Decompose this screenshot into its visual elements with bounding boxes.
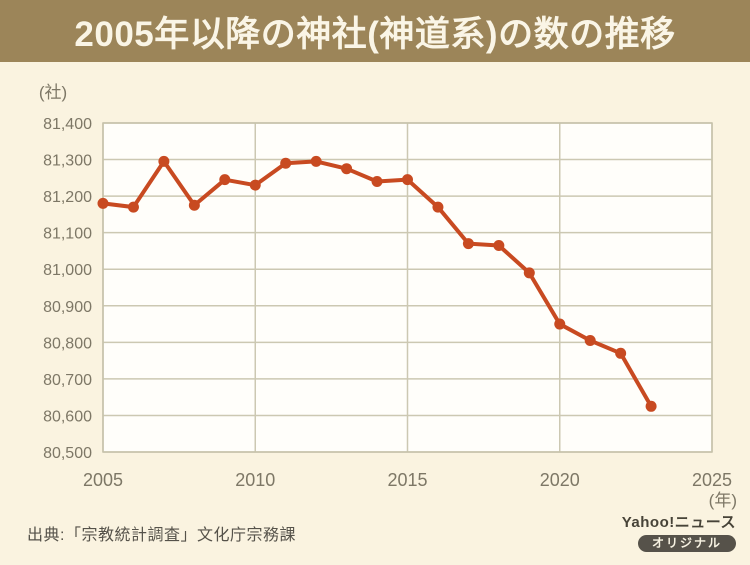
- data-point-2009: [219, 174, 231, 186]
- data-point-2007: [158, 155, 170, 167]
- data-point-2023: [645, 400, 657, 412]
- y-axis-unit-label: (社): [39, 83, 67, 102]
- x-tick-label: 2025: [692, 470, 732, 490]
- data-point-2011: [280, 157, 292, 169]
- data-point-2010: [249, 179, 261, 191]
- yahoo-news-logo: Yahoo!ニュース: [621, 514, 736, 531]
- data-point-2014: [371, 175, 383, 187]
- x-tick-label: 2020: [540, 470, 580, 490]
- x-tick-label: 2015: [387, 470, 427, 490]
- shrine-count-line-chart: 80,500 80,600 80,700 80,800 80,900 81,000 81,1…: [39, 83, 737, 510]
- data-point-2021: [584, 335, 596, 347]
- y-tick-label: 80,600: [43, 408, 92, 425]
- brand-block: Yahoo!ニュース オリジナル: [622, 511, 736, 552]
- data-point-2012: [310, 155, 322, 167]
- data-point-2008: [188, 199, 200, 211]
- y-tick-label: 80,800: [43, 335, 92, 352]
- x-tick-label: 2005: [83, 470, 123, 490]
- y-tick-label: 81,200: [43, 189, 92, 206]
- data-point-2005: [97, 197, 109, 209]
- data-point-2020: [554, 318, 566, 330]
- data-point-2018: [493, 239, 505, 251]
- y-tick-label: 81,300: [43, 153, 92, 170]
- y-tick-label: 81,000: [43, 262, 92, 279]
- data-point-2017: [462, 238, 474, 250]
- data-point-2015: [402, 174, 413, 186]
- y-tick-label: 81,100: [43, 226, 92, 243]
- data-point-2006: [127, 201, 139, 213]
- y-tick-label: 80,700: [43, 372, 92, 389]
- x-axis-unit-label: (年): [709, 491, 737, 510]
- y-tick-label: 80,900: [43, 299, 92, 316]
- data-point-2013: [341, 163, 353, 175]
- plot-frame: [102, 122, 713, 453]
- data-point-2019: [523, 267, 535, 279]
- y-tick-label: 80,500: [43, 445, 92, 462]
- title-bar: 2005年以降の神社(神道系)の数の推移: [0, 0, 750, 62]
- data-point-2016: [432, 201, 444, 213]
- page-title: 2005年以降の神社(神道系)の数の推移: [74, 14, 676, 54]
- source-note: 出典:「宗教統計調査」文化庁宗務課: [27, 527, 296, 544]
- data-point-2022: [615, 347, 627, 359]
- x-tick-label: 2010: [235, 470, 275, 490]
- original-badge: オリジナル: [637, 535, 736, 552]
- y-tick-label: 81,400: [43, 116, 92, 133]
